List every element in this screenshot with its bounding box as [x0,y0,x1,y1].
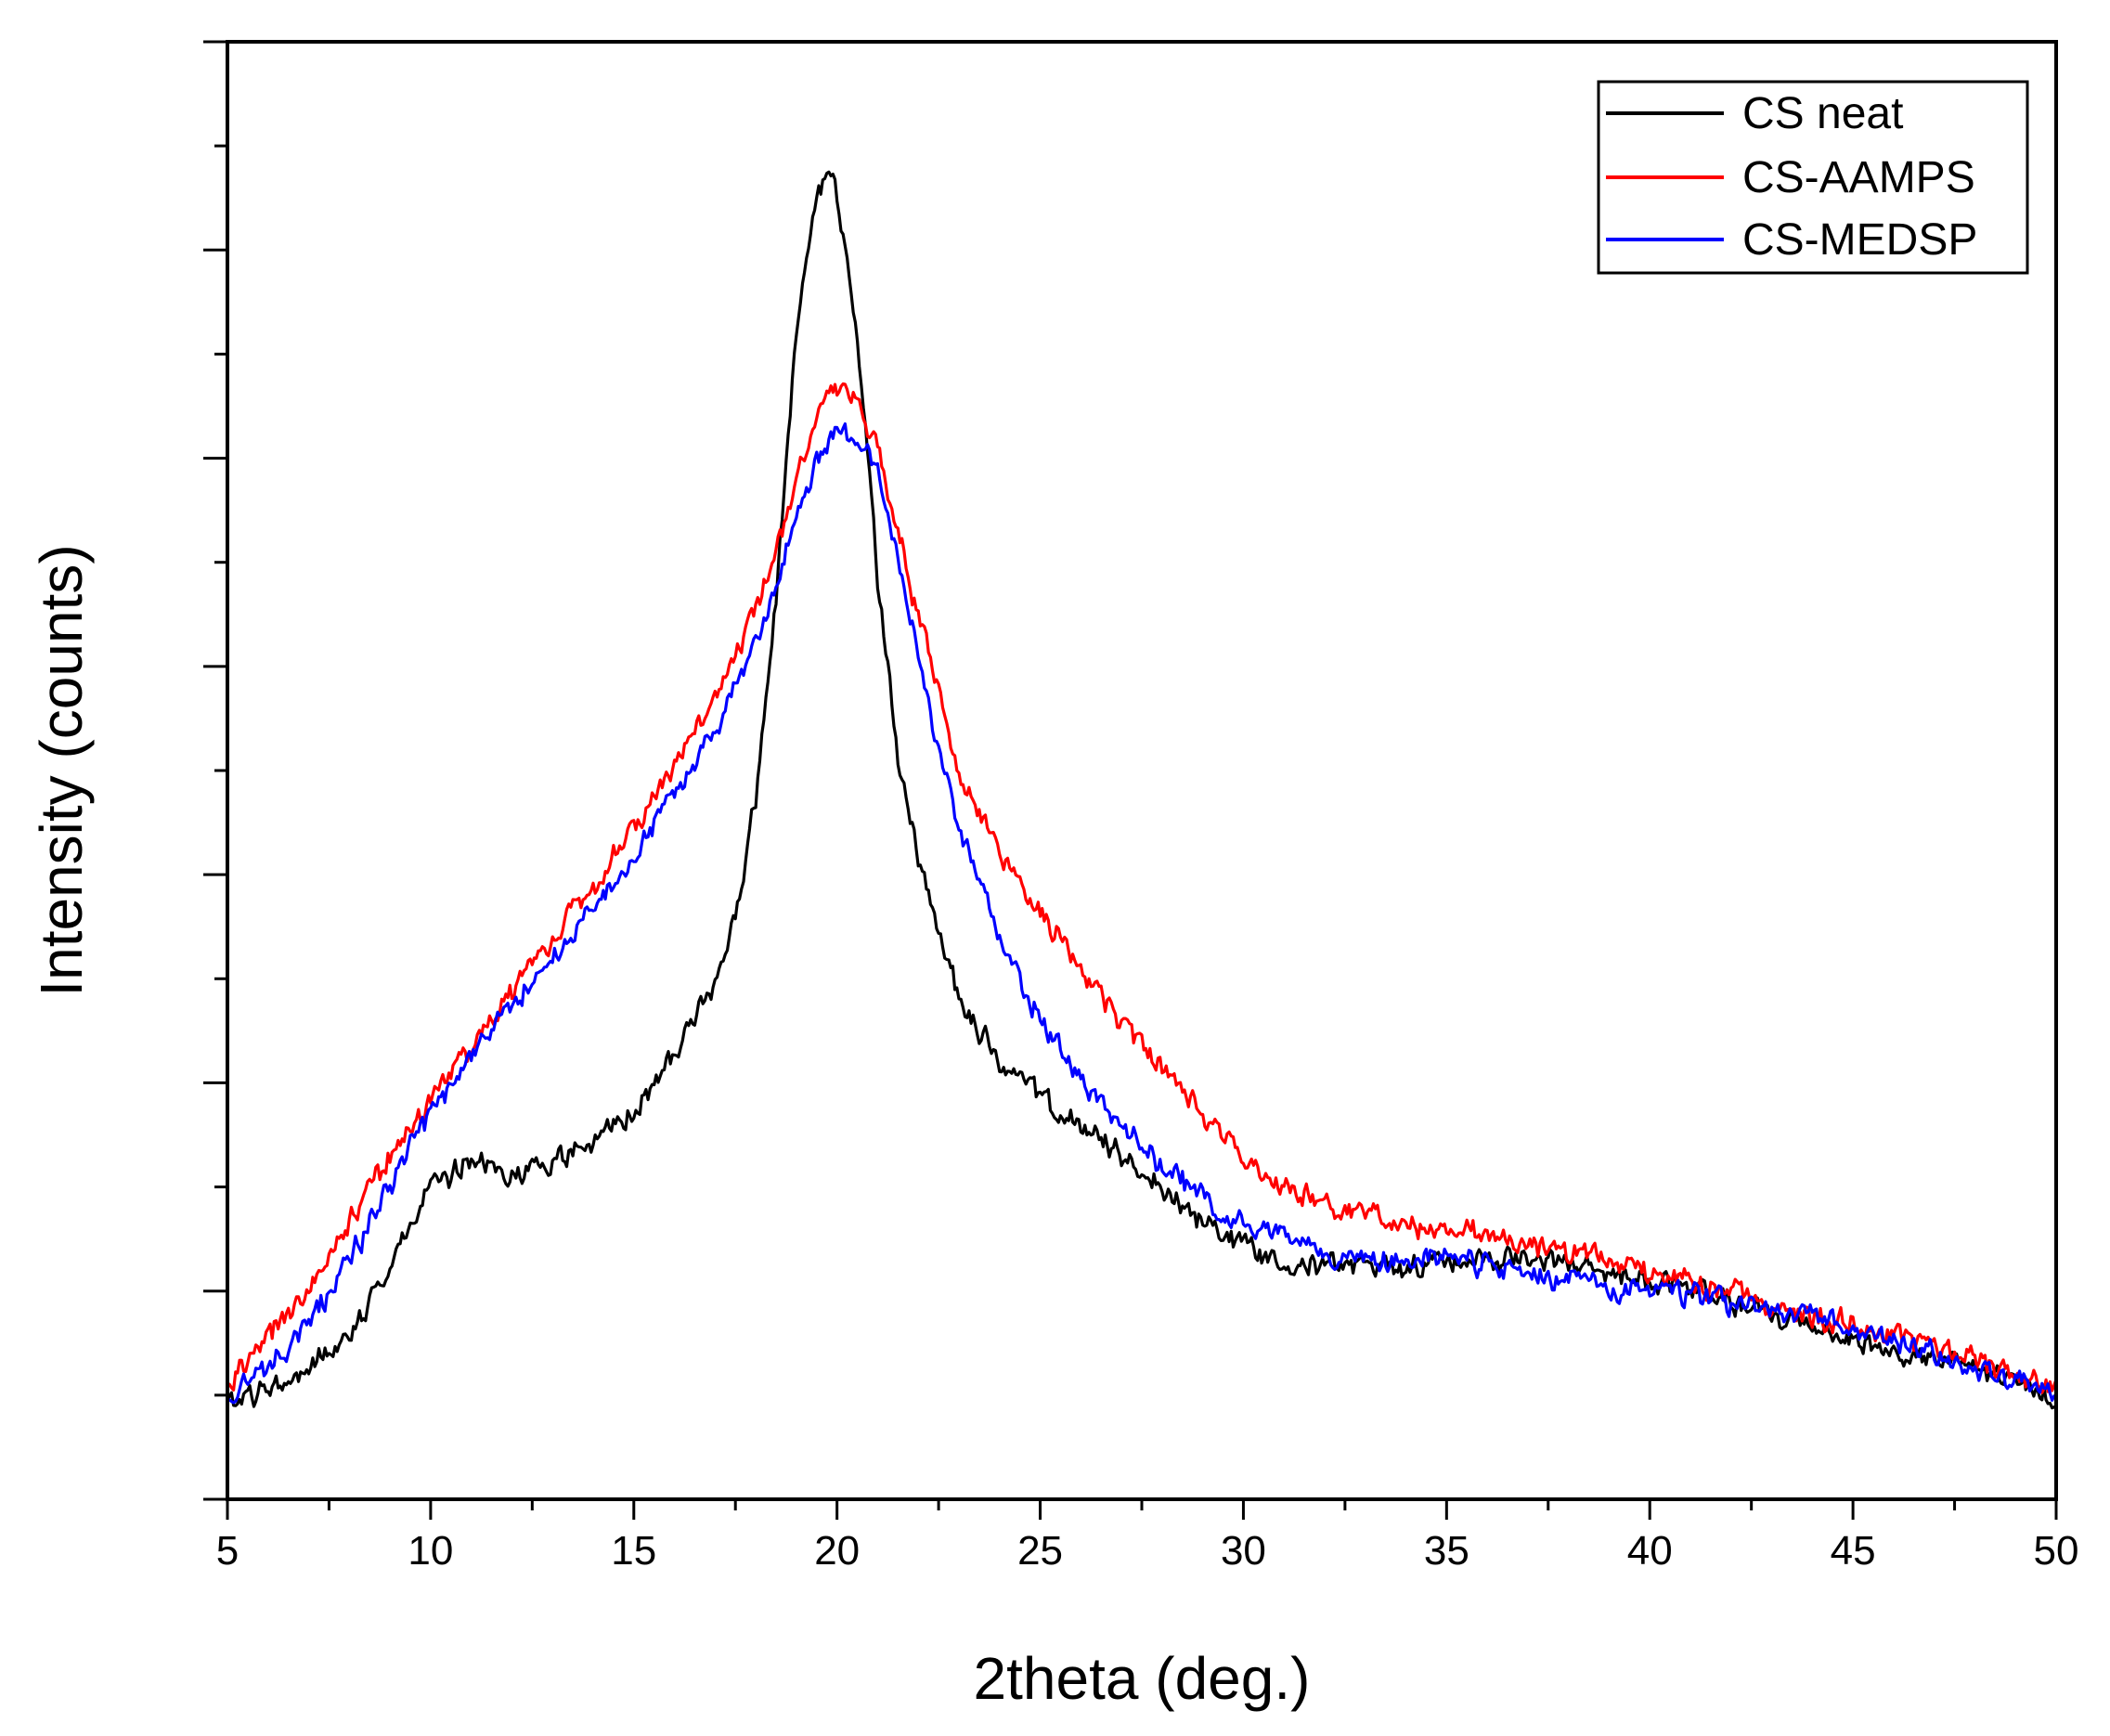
series-line-cs-neat [226,170,2058,1410]
x-tick-label: 35 [1424,1528,1469,1574]
x-tick-label: 45 [1831,1528,1876,1574]
x-tick-label: 10 [408,1528,453,1574]
x-tick-label: 50 [2034,1528,2079,1574]
x-tick-label: 15 [611,1528,656,1574]
series-line-cs-medsp [227,422,2057,1405]
series-line-cs-aamps [226,382,2058,1394]
tick-layer: 5 10 15 20 25 30 35 40 45 50 [203,40,2079,1574]
x-tick-label: 5 [216,1528,239,1574]
y-axis-title: Intensity (counts) [28,544,95,996]
legend: CS neat CS-AAMPS CS-MEDSP [1597,80,2029,275]
x-tick-label: 30 [1221,1528,1266,1574]
legend-label-cs-neat: CS neat [1742,89,1903,138]
x-axis-title: 2theta (deg.) [974,1645,1311,1712]
x-tick-label: 25 [1017,1528,1063,1574]
x-tick-label: 40 [1627,1528,1673,1574]
series-layer [226,170,2058,1410]
x-tick-label: 20 [814,1528,860,1574]
legend-label-cs-aamps: CS-AAMPS [1742,153,1975,202]
legend-label-cs-medsp: CS-MEDSP [1742,215,1977,265]
